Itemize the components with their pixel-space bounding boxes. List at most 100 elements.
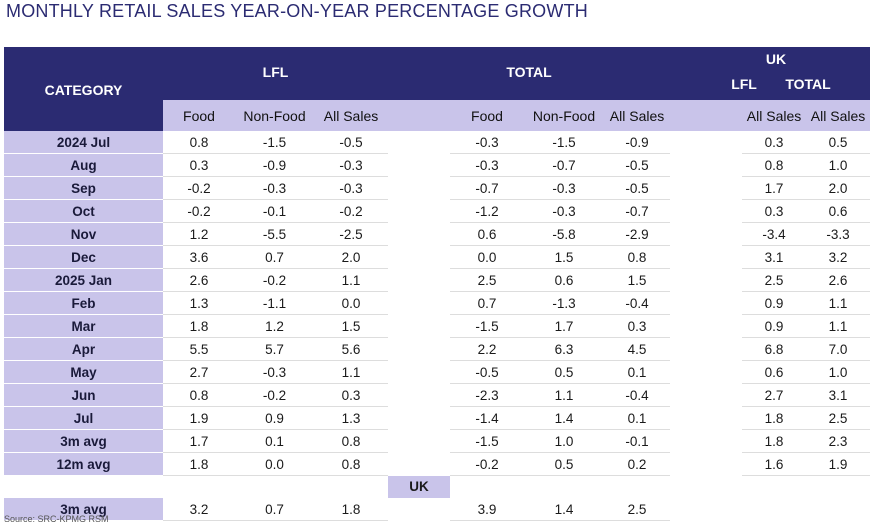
value-cell: 0.0 [450,245,525,269]
value-cell: 2.3 [806,429,871,453]
value-cell: 1.5 [524,245,605,269]
value-cell: 0.3 [163,153,235,177]
value-cell: 2.5 [450,268,525,292]
value-cell: 0.6 [742,360,807,384]
value-cell: 0.5 [524,360,605,384]
sub-header-uk-lfl-allsales: All Sales [742,100,807,131]
row-label: 2025 Jan [4,268,163,292]
table-row: Oct -0.2 -0.1 -0.2 -1.2 -0.3 -0.7 0.3 0.6 [4,199,871,223]
row-label: May [4,360,163,384]
value-cell: -0.9 [235,153,314,177]
category-header-pad [4,100,163,131]
spacer-cell [670,407,742,430]
row-label: Jun [4,383,163,407]
value-cell: -0.2 [450,452,525,476]
uk-total-header: TOTAL [785,76,831,92]
value-cell: 2.5 [806,406,871,430]
value-cell: 1.4 [524,498,605,521]
value-cell: 1.8 [742,429,807,453]
value-cell: -0.3 [450,131,525,154]
value-cell: 1.8 [163,314,235,338]
value-cell: 1.9 [806,452,871,476]
spacer-cell [314,476,388,499]
value-cell: 2.2 [450,337,525,361]
table-row: May 2.7 -0.3 1.1 -0.5 0.5 0.1 0.6 1.0 [4,360,871,384]
value-cell: -0.3 [524,199,605,223]
row-label: 3m avg [4,498,163,521]
value-cell: 3.2 [806,245,871,269]
value-cell: 1.2 [235,314,314,338]
spacer-cell [388,200,450,223]
row-label: Jul [4,406,163,430]
table-row: Dec 3.6 0.7 2.0 0.0 1.5 0.8 3.1 3.2 [4,245,871,269]
spacer-cell [388,498,450,521]
spacer-cell [524,476,604,499]
sub-header-total-allsales: All Sales [604,100,671,131]
value-cell: 2.7 [742,383,807,407]
value-cell: 3.6 [163,245,235,269]
value-cell: 1.5 [604,268,671,292]
value-cell: 1.8 [163,452,235,476]
spacer-cell [388,131,450,154]
row-label: Mar [4,314,163,338]
spacer-cell [670,200,742,223]
spacer-cell [388,430,450,453]
sub-header-gap [388,100,451,131]
value-cell: -3.4 [742,222,807,246]
value-cell: 1.6 [742,452,807,476]
uk-section-label: UK [388,475,451,498]
value-cell: 0.0 [235,452,314,476]
value-cell: 0.7 [450,291,525,315]
row-label: Apr [4,337,163,361]
value-cell: -1.3 [524,291,605,315]
value-cell: 0.1 [604,360,671,384]
uk-header: UK [765,51,787,67]
value-cell: 1.7 [524,314,605,338]
uk-header-block: UK LFL TOTAL [731,47,871,100]
value-cell: -0.4 [604,291,671,315]
spacer-cell [163,476,235,499]
value-cell: 0.8 [604,245,671,269]
value-cell: 0.0 [314,291,389,315]
spacer-cell [670,292,742,315]
table-row: 3m avg 1.7 0.1 0.8 -1.5 1.0 -0.1 1.8 2.3 [4,429,871,453]
value-cell: 2.0 [314,245,389,269]
value-cell: 0.8 [314,452,389,476]
value-cell: 5.7 [235,337,314,361]
value-cell: 0.8 [163,383,235,407]
spacer-cell [388,154,450,177]
value-cell: 1.5 [314,314,389,338]
value-cell: 0.5 [806,131,871,154]
source-note: Source: SRC-KPMG RSM [4,514,109,524]
spacer-cell [388,223,450,246]
value-cell: 6.8 [742,337,807,361]
row-label: 3m avg [4,429,163,453]
spacer-cell [670,246,742,269]
value-cell: -0.2 [314,199,389,223]
value-cell: 0.6 [450,222,525,246]
table-row: Feb 1.3 -1.1 0.0 0.7 -1.3 -0.4 0.9 1.1 [4,291,871,315]
sales-table: CATEGORY LFL TOTAL UK LFL TOTAL Food Non… [4,47,871,521]
sub-header-lfl-nonfood: Non-Food [235,100,314,131]
spacer-cell [670,154,742,177]
table-row: Apr 5.5 5.7 5.6 2.2 6.3 4.5 6.8 7.0 [4,337,871,361]
value-cell: 0.8 [163,131,235,154]
value-cell: -2.9 [604,222,671,246]
spacer-cell [670,361,742,384]
chart-title: MONTHLY RETAIL SALES YEAR-ON-YEAR PERCEN… [6,1,588,21]
row-label: Dec [4,245,163,269]
value-cell: -2.3 [450,383,525,407]
table-row: Mar 1.8 1.2 1.5 -1.5 1.7 0.3 0.9 1.1 [4,314,871,338]
value-cell: 0.3 [742,131,807,154]
value-cell: 1.7 [163,429,235,453]
row-label: Sep [4,176,163,200]
value-cell: -0.3 [314,153,389,177]
value-cell: 7.0 [806,337,871,361]
spacer-cell [388,177,450,200]
value-cell: 0.9 [742,314,807,338]
value-cell: 0.3 [314,383,389,407]
value-cell: 3.2 [163,498,235,521]
value-cell: 0.6 [524,268,605,292]
spacer-cell [388,384,450,407]
value-cell: 1.1 [806,314,871,338]
